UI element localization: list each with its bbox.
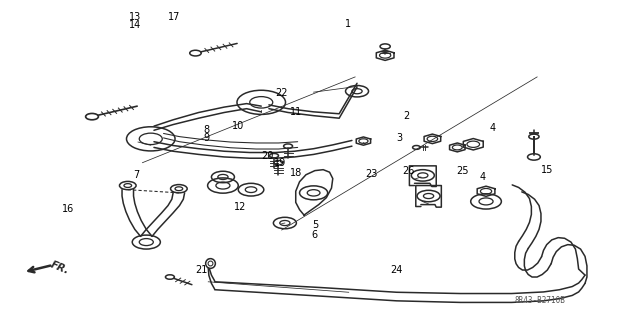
Text: 18: 18	[290, 168, 302, 178]
Text: 9: 9	[204, 133, 209, 143]
Text: 22: 22	[275, 88, 288, 99]
Text: 24: 24	[390, 265, 403, 275]
Text: 1: 1	[345, 19, 351, 29]
Text: 12: 12	[234, 202, 246, 212]
Text: 8: 8	[204, 125, 209, 135]
Text: 10: 10	[232, 121, 244, 131]
Text: 4: 4	[480, 172, 486, 182]
Text: 16: 16	[61, 204, 74, 214]
Text: 3: 3	[397, 133, 403, 143]
Text: 21: 21	[195, 265, 207, 275]
Text: 26: 26	[402, 166, 414, 176]
Text: 5: 5	[312, 220, 318, 230]
Text: 19: 19	[275, 158, 287, 168]
Text: 6: 6	[312, 230, 318, 240]
Text: 2: 2	[403, 111, 410, 121]
Text: FR.: FR.	[49, 259, 70, 276]
Text: 13: 13	[129, 12, 141, 22]
Text: 4: 4	[490, 123, 495, 133]
Text: 25: 25	[456, 166, 468, 176]
Text: 8R43-B2710B: 8R43-B2710B	[515, 296, 566, 305]
Text: 20: 20	[262, 151, 274, 161]
Text: 23: 23	[365, 169, 377, 179]
Text: 15: 15	[541, 165, 553, 175]
Text: 11: 11	[290, 107, 302, 117]
Text: 17: 17	[168, 12, 180, 22]
Text: 14: 14	[129, 20, 141, 31]
Text: 7: 7	[133, 170, 140, 180]
